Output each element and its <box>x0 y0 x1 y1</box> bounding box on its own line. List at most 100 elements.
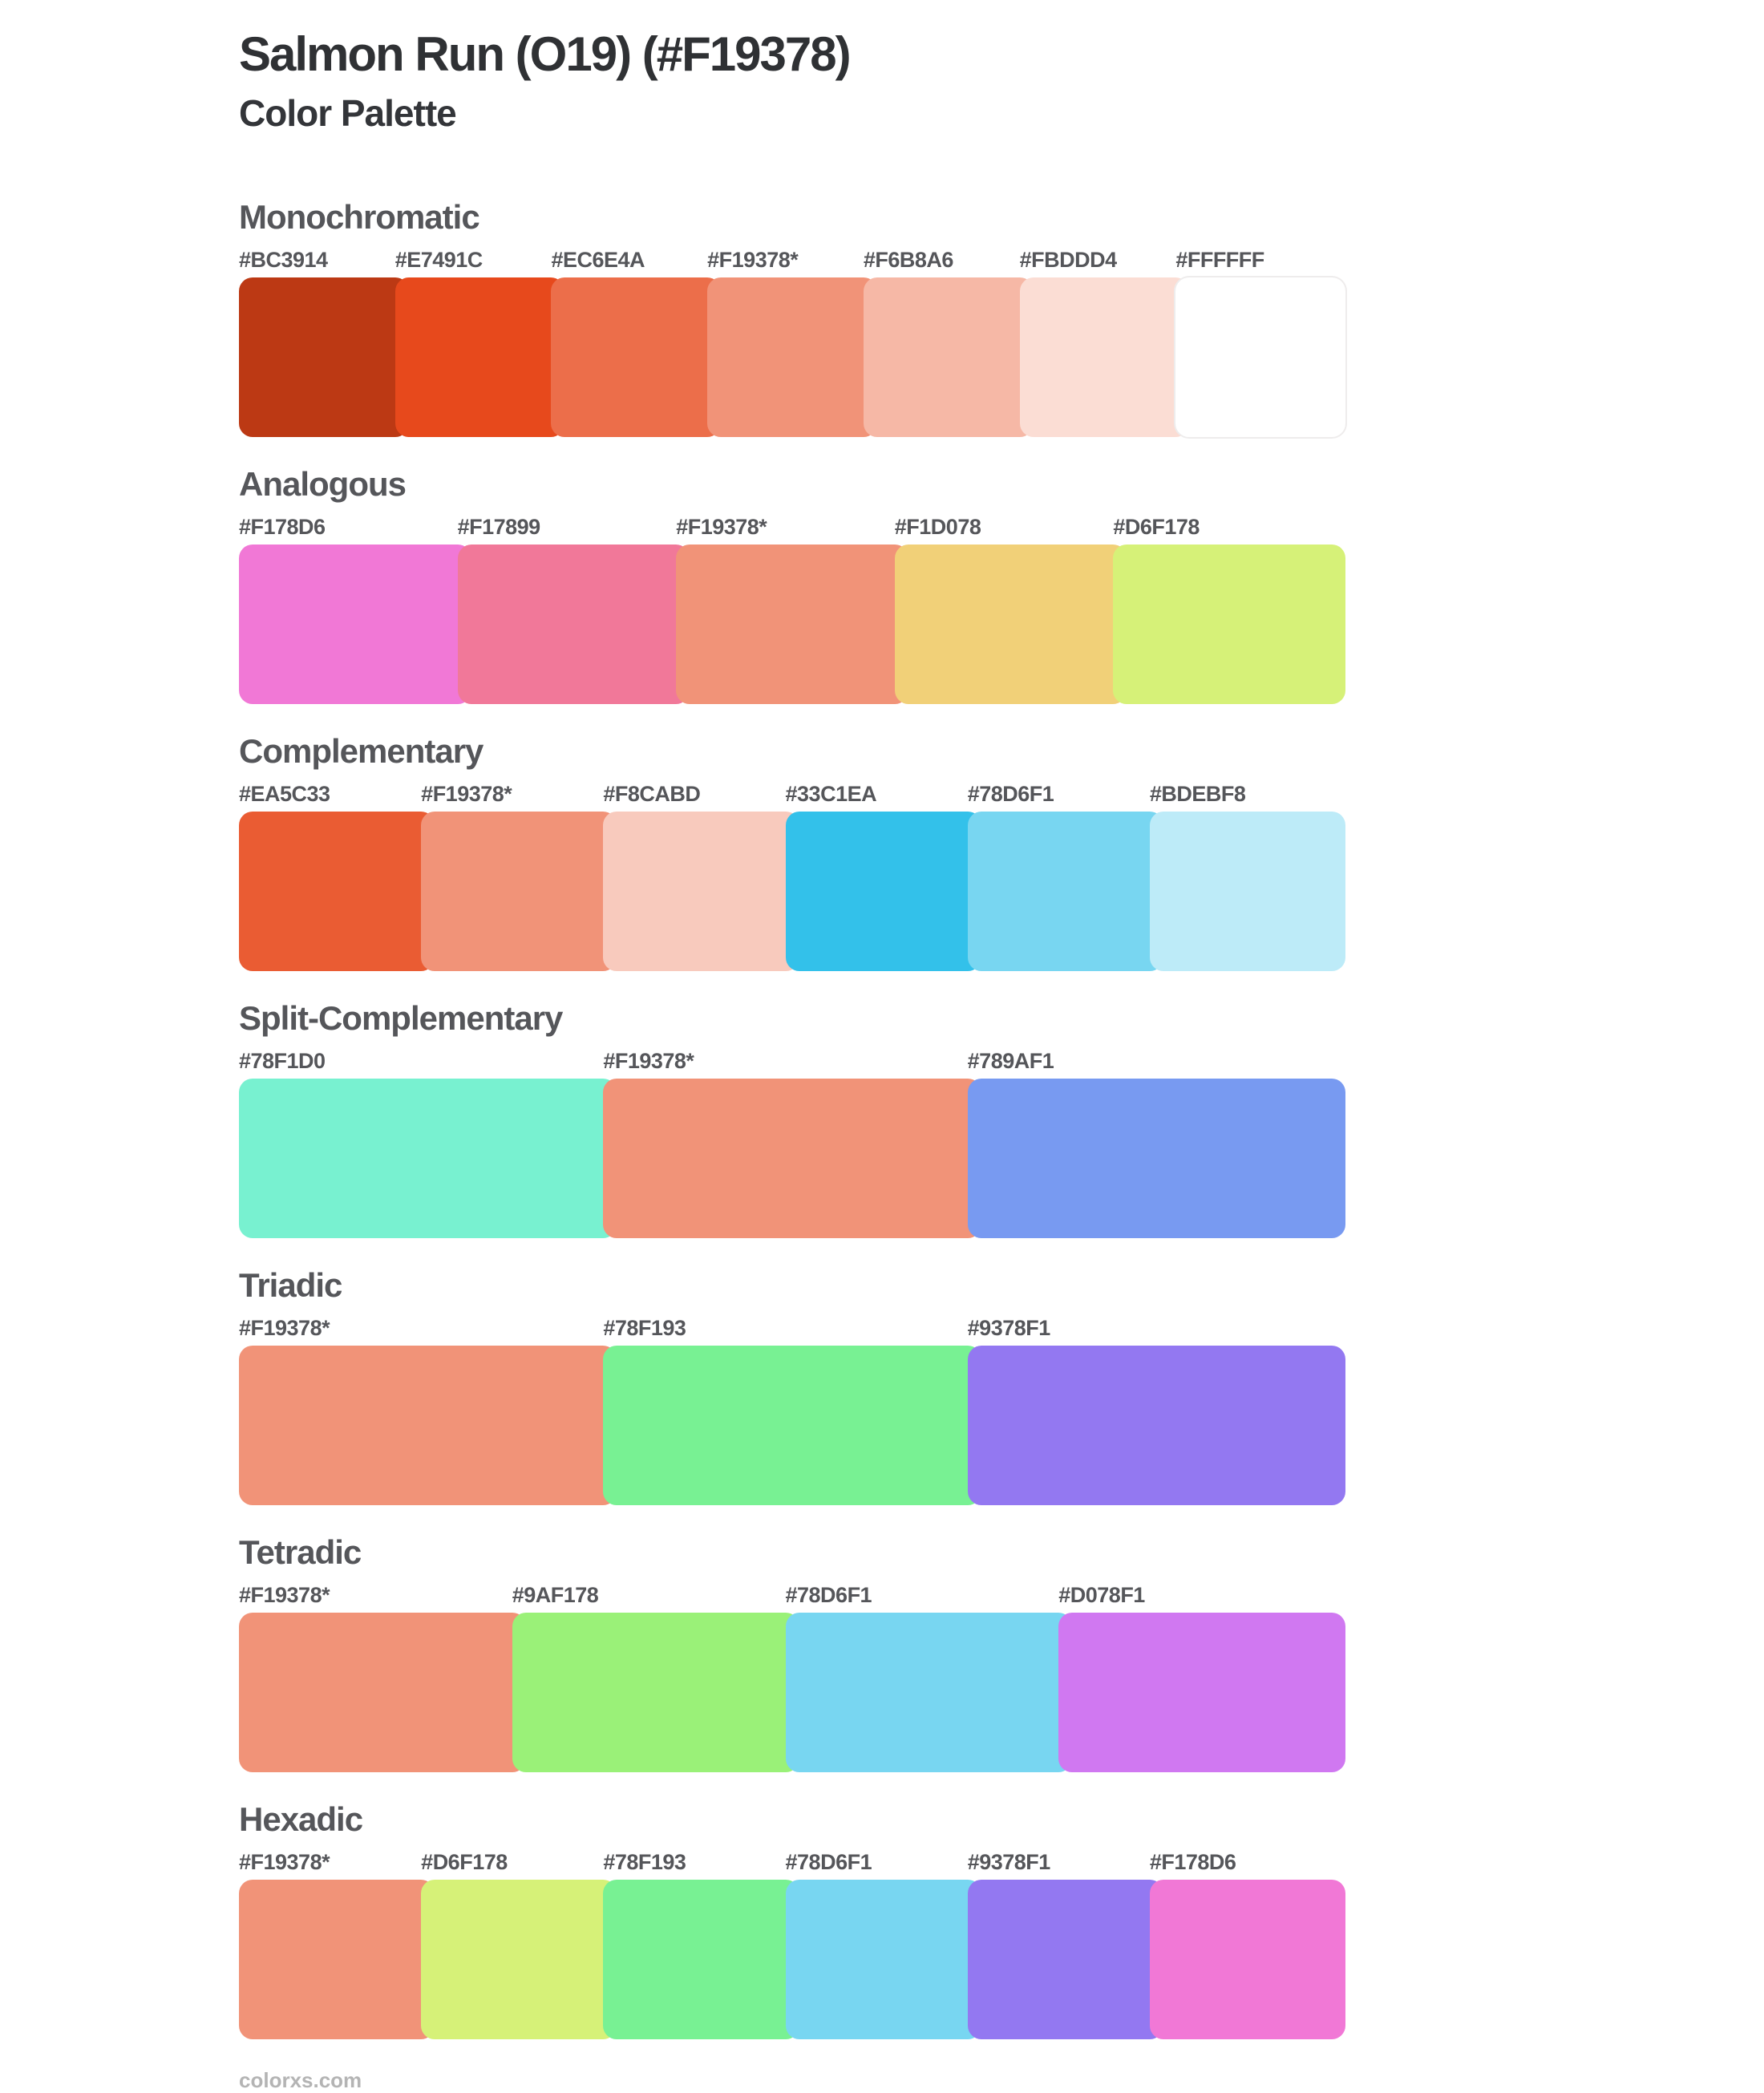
swatch-cell: #D078F1 <box>1058 1582 1345 1772</box>
swatch-cell: #78D6F1 <box>785 1582 1073 1772</box>
swatch-cell: #D6F178 <box>1113 514 1345 704</box>
swatch-hex-label: #78D6F1 <box>785 1850 872 1874</box>
color-swatch[interactable] <box>1113 545 1345 704</box>
swatch-hex-label: #FFFFFF <box>1175 248 1264 272</box>
swatch-cell: #F1D078 <box>894 514 1127 704</box>
swatch-hex-label: #F178D6 <box>239 515 326 539</box>
color-swatch[interactable] <box>512 1613 799 1772</box>
swatch-cell: #D6F178 <box>421 1849 617 2039</box>
color-swatch[interactable] <box>551 277 722 437</box>
swatch-cell: #9AF178 <box>512 1582 799 1772</box>
swatch-cell: #9378F1 <box>967 1849 1163 2039</box>
swatch-cell: #E7491C <box>394 247 565 437</box>
swatch-cell: #33C1EA <box>785 781 981 971</box>
swatch-hex-label: #BDEBF8 <box>1149 782 1246 806</box>
color-swatch[interactable] <box>863 277 1034 437</box>
color-swatch[interactable] <box>1149 812 1346 971</box>
swatch-cell: #F19378* <box>239 1849 435 2039</box>
swatch-hex-label: #EC6E4A <box>551 248 645 272</box>
color-swatch[interactable] <box>421 1880 617 2039</box>
color-swatch[interactable] <box>894 545 1127 704</box>
footer-site-link[interactable]: colorxs.com <box>239 2068 362 2092</box>
swatch-cell: #F178D6 <box>1149 1849 1346 2039</box>
color-swatch[interactable] <box>967 1079 1345 1238</box>
color-swatch[interactable] <box>239 812 435 971</box>
palette-section-complementary: Complementary #EA5C33 #F19378* #F8CABD #33C1… <box>239 733 1764 971</box>
color-swatch[interactable] <box>676 545 908 704</box>
palette-section-triadic: Triadic #F19378* #78F193 #9378F1 <box>239 1267 1764 1505</box>
color-swatch[interactable] <box>239 1079 617 1238</box>
swatch-cell: #BC3914 <box>239 247 409 437</box>
swatch-row: #F19378* #D6F178 #78F193 #78D6F1 #9378F1 #F17… <box>239 1849 1346 2039</box>
swatch-row: #F19378* #78F193 #9378F1 <box>239 1315 1345 1505</box>
color-swatch[interactable] <box>967 1880 1163 2039</box>
swatch-cell: #789AF1 <box>967 1048 1345 1238</box>
swatch-row: #F178D6 #F17899 #F19378* #F1D078 #D6F178 <box>239 514 1345 704</box>
swatch-hex-label: #F19378* <box>676 515 767 539</box>
swatch-cell: #F19378* <box>421 781 617 971</box>
swatch-hex-label: #F19378* <box>421 782 512 806</box>
section-heading: Tetradic <box>239 1533 362 1571</box>
color-swatch[interactable] <box>239 1880 435 2039</box>
swatch-hex-label: #F19378* <box>239 1583 330 1607</box>
swatch-hex-label: #9378F1 <box>967 1850 1051 1874</box>
color-swatch[interactable] <box>239 277 409 437</box>
color-swatch[interactable] <box>967 1346 1345 1505</box>
swatch-hex-label: #78F193 <box>603 1316 686 1340</box>
swatch-hex-label: #9AF178 <box>512 1583 599 1607</box>
swatch-cell: #F6B8A6 <box>863 247 1034 437</box>
swatch-row: #EA5C33 #F19378* #F8CABD #33C1EA #78D6F1 #BDE… <box>239 781 1346 971</box>
section-heading: Analogous <box>239 465 407 503</box>
color-swatch[interactable] <box>239 1613 526 1772</box>
swatch-hex-label: #D6F178 <box>1113 515 1200 539</box>
color-swatch[interactable] <box>1149 1880 1346 2039</box>
color-swatch[interactable] <box>1175 277 1346 437</box>
swatch-cell: #F19378* <box>676 514 908 704</box>
swatch-hex-label: #9378F1 <box>967 1316 1051 1340</box>
color-swatch[interactable] <box>707 277 877 437</box>
swatch-cell: #78D6F1 <box>785 1849 981 2039</box>
swatch-cell: #9378F1 <box>967 1315 1345 1505</box>
color-swatch[interactable] <box>785 1613 1073 1772</box>
swatch-cell: #78F1D0 <box>239 1048 617 1238</box>
color-swatch[interactable] <box>394 277 565 437</box>
swatch-cell: #F19378* <box>603 1048 981 1238</box>
swatch-cell: #78F193 <box>603 1315 981 1505</box>
palette-section-analogous: Analogous #F178D6 #F17899 #F19378* #F1D078 #D… <box>239 466 1764 704</box>
color-swatch[interactable] <box>1058 1613 1345 1772</box>
swatch-row: #BC3914 #E7491C #EC6E4A #F19378* #F6B8A6 #FBD… <box>239 247 1346 437</box>
palette-section-monochromatic: Monochromatic #BC3914 #E7491C #EC6E4A #F1937… <box>239 199 1764 437</box>
swatch-hex-label: #78D6F1 <box>785 1583 872 1607</box>
palette-section-split-complementary: Split-Complementary #78F1D0 #F19378* #789AF… <box>239 1000 1764 1238</box>
color-swatch[interactable] <box>421 812 617 971</box>
color-swatch[interactable] <box>785 812 981 971</box>
swatch-hex-label: #BC3914 <box>239 248 328 272</box>
color-swatch[interactable] <box>603 1079 981 1238</box>
color-swatch[interactable] <box>603 1880 799 2039</box>
swatch-hex-label: #33C1EA <box>785 782 877 806</box>
page-subtitle: Color Palette <box>239 92 457 134</box>
swatch-hex-label: #F19378* <box>707 248 799 272</box>
color-swatch[interactable] <box>239 1346 617 1505</box>
swatch-hex-label: #E7491C <box>394 248 483 272</box>
color-swatch[interactable] <box>1019 277 1190 437</box>
color-swatch[interactable] <box>457 545 690 704</box>
swatch-hex-label: #FBDDD4 <box>1019 248 1118 272</box>
swatch-cell: #EC6E4A <box>551 247 722 437</box>
swatch-hex-label: #78D6F1 <box>967 782 1054 806</box>
page-header: Salmon Run (O19) (#F19378) Color Palette <box>239 27 1764 133</box>
color-swatch[interactable] <box>603 812 799 971</box>
swatch-hex-label: #F19378* <box>603 1049 694 1073</box>
swatch-cell: #BDEBF8 <box>1149 781 1346 971</box>
color-swatch[interactable] <box>967 812 1163 971</box>
swatch-cell: #EA5C33 <box>239 781 435 971</box>
section-heading: Triadic <box>239 1266 342 1304</box>
swatch-cell: #F19378* <box>707 247 877 437</box>
color-swatch[interactable] <box>785 1880 981 2039</box>
swatch-hex-label: #EA5C33 <box>239 782 330 806</box>
page-title: Salmon Run (O19) (#F19378) <box>239 27 852 81</box>
color-swatch[interactable] <box>603 1346 981 1505</box>
swatch-hex-label: #F19378* <box>239 1850 330 1874</box>
color-swatch[interactable] <box>239 545 471 704</box>
